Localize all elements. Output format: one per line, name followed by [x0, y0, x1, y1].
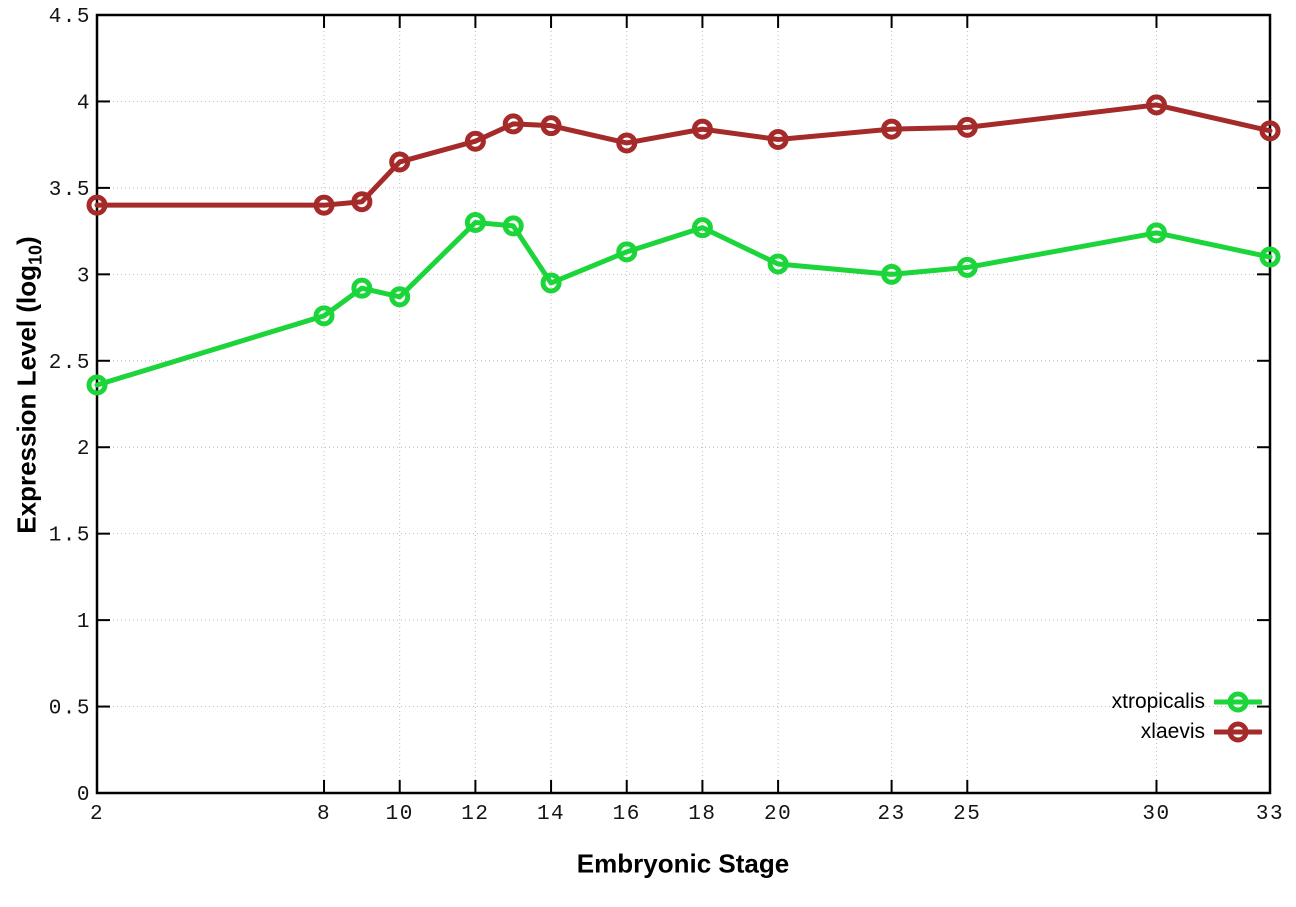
- data-point-xtropicalis-stage-20: [767, 253, 789, 275]
- x-tick-label: 20: [764, 803, 792, 826]
- data-point-xtropicalis-stage-10: [389, 286, 411, 308]
- plot-border: [95, 13, 1272, 795]
- xlaevis-marker-icon: [1214, 721, 1262, 743]
- x-tick-label: 12: [461, 803, 489, 826]
- legend-label-xtropicalis: xtropicalis: [1111, 690, 1205, 713]
- x-tick-label: 2: [90, 803, 104, 826]
- data-point-xlaevis-stage-14: [540, 115, 562, 137]
- data-point-xlaevis-stage-12: [464, 130, 486, 152]
- y-tick-label: 0: [77, 784, 91, 807]
- legend-label-xlaevis: xlaevis: [1140, 720, 1205, 743]
- data-point-xtropicalis-stage-12: [464, 211, 486, 233]
- y-axis-title-end: ): [11, 236, 42, 245]
- data-point-xlaevis-stage-33: [1259, 120, 1281, 142]
- data-point-xtropicalis-stage-23: [881, 263, 903, 285]
- y-tick-label: 1.5: [49, 525, 91, 548]
- x-tick-label: 10: [386, 803, 414, 826]
- x-tick-label: 25: [953, 803, 981, 826]
- data-point-xtropicalis-stage-16: [616, 241, 638, 263]
- data-point-xtropicalis-stage-9: [351, 277, 373, 299]
- y-tick-label: 1: [77, 611, 91, 634]
- data-point-xtropicalis-stage-33: [1259, 246, 1281, 268]
- y-tick-label: 2.5: [49, 352, 91, 375]
- data-point-xtropicalis-stage-8: [313, 305, 335, 327]
- data-point-xtropicalis-stage-25: [956, 256, 978, 278]
- x-tick-label: 33: [1256, 803, 1284, 826]
- data-point-xlaevis-stage-9: [351, 191, 373, 213]
- x-tick-label: 18: [688, 803, 716, 826]
- data-point-xtropicalis-stage-13: [502, 215, 524, 237]
- data-point-xlaevis-stage-20: [767, 128, 789, 150]
- y-axis-title: Expression Level (log10): [11, 236, 46, 534]
- data-point-xlaevis-stage-23: [881, 118, 903, 140]
- x-tick-label: 14: [537, 803, 565, 826]
- x-tick-label: 16: [613, 803, 641, 826]
- x-tick-label: 30: [1142, 803, 1170, 826]
- x-axis-title: Embryonic Stage: [576, 848, 790, 879]
- legend-item-xlaevis: xlaevis: [1112, 717, 1262, 747]
- y-tick-label: 4: [77, 92, 91, 115]
- y-tick-label: 3: [77, 265, 91, 288]
- y-axis-title-main: Expression Level (log: [11, 264, 42, 534]
- data-point-xtropicalis-stage-30: [1145, 222, 1167, 244]
- y-axis-title-subscript: 10: [25, 244, 46, 265]
- data-point-xlaevis-stage-13: [502, 113, 524, 135]
- xtropicalis-marker-icon: [1214, 691, 1262, 713]
- data-point-xlaevis-stage-30: [1145, 94, 1167, 116]
- x-tick-label: 23: [878, 803, 906, 826]
- y-tick-label: 0.5: [49, 698, 91, 721]
- x-tick-label: 8: [317, 803, 331, 826]
- data-point-xtropicalis-stage-14: [540, 272, 562, 294]
- legend-item-xtropicalis: xtropicalis: [1112, 687, 1262, 717]
- data-point-xlaevis-stage-18: [691, 118, 713, 140]
- series-line-xtropicalis: [94, 219, 1273, 388]
- series-line-xlaevis: [94, 102, 1273, 208]
- data-point-xlaevis-stage-16: [616, 132, 638, 154]
- data-point-xtropicalis-stage-18: [691, 217, 713, 239]
- data-point-xlaevis-stage-10: [389, 151, 411, 173]
- data-point-xtropicalis-stage-2: [86, 374, 108, 396]
- y-tick-label: 3.5: [49, 179, 91, 202]
- y-tick-label: 2: [77, 438, 91, 461]
- legend: xtropicalis xlaevis: [1112, 687, 1262, 747]
- data-point-xlaevis-stage-25: [956, 116, 978, 138]
- data-point-xlaevis-stage-2: [86, 194, 108, 216]
- data-point-xlaevis-stage-8: [313, 194, 335, 216]
- y-tick-label: 4.5: [49, 6, 91, 29]
